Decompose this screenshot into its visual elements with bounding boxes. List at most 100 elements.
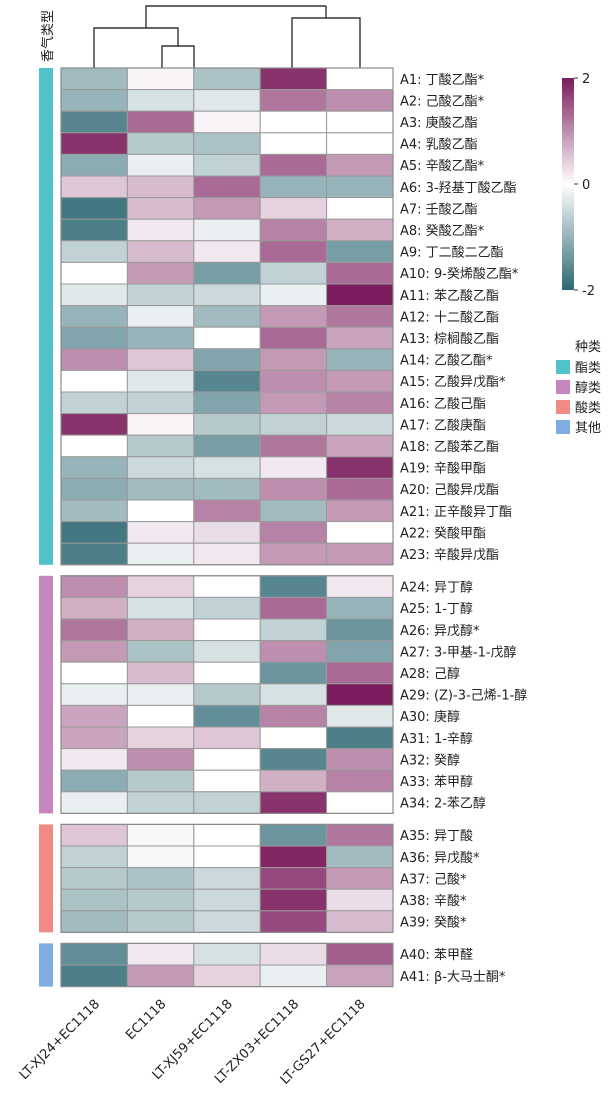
heatmap-cell [126, 197, 195, 220]
colorbar-tick-label: 0 [582, 178, 590, 193]
heatmap-cell [259, 618, 328, 642]
heatmap-cell [126, 791, 195, 814]
heatmap-cell [193, 153, 261, 177]
heatmap-cell [193, 218, 261, 242]
row-label: A19: 辛酸甲酯 [400, 462, 486, 477]
heatmap-cell [326, 499, 394, 523]
heatmap-cell [60, 153, 128, 177]
heatmap-cells [60, 67, 394, 988]
heatmap-cell [60, 942, 128, 966]
heatmap-cell [60, 369, 128, 393]
heatmap-cell [326, 542, 394, 566]
row-label: A35: 异丁酸 [400, 829, 473, 844]
legend-label: 酯类 [575, 361, 601, 376]
heatmap-cell [259, 110, 328, 134]
heatmap-cell [259, 748, 328, 771]
heatmap-cell [326, 369, 394, 393]
heatmap-cell [326, 845, 394, 869]
heatmap-cell [326, 110, 394, 134]
heatmap-cell [126, 283, 195, 307]
heatmap-cell [126, 640, 195, 663]
heatmap-cell [259, 661, 328, 685]
heatmap-cell [60, 683, 128, 706]
row-label: A15: 乙酸异戊酯* [400, 375, 506, 390]
heatmap-cell [60, 261, 128, 285]
heatmap-cell [193, 283, 261, 307]
heatmap-cell [193, 456, 261, 479]
heatmap-cell [193, 769, 261, 793]
heatmap-cell [126, 153, 195, 177]
heatmap-cell [126, 769, 195, 793]
heatmap-cell [126, 542, 195, 566]
row-label: A6: 3-羟基丁酸乙酯 [400, 181, 517, 196]
heatmap-cell [326, 391, 394, 415]
heatmap-cell [193, 132, 261, 155]
heatmap-cell [259, 845, 328, 869]
heatmap-cell [60, 769, 128, 793]
heatmap-cell [193, 596, 261, 620]
colorbar [562, 78, 574, 290]
heatmap-cell [60, 477, 128, 501]
group-block-border [60, 575, 394, 814]
heatmap-cell [259, 89, 328, 112]
row-label: A38: 辛酸* [400, 894, 467, 909]
heatmap-cell [193, 67, 261, 91]
heatmap-cell [60, 218, 128, 242]
heatmap-cell [60, 521, 128, 544]
row-labels: A1: 丁酸乙酯* A2: 己酸乙酯* A3: 庚酸乙酯 A4: 乳酸乙酯 A5: 辛酸… [400, 73, 527, 985]
heatmap-cell [326, 726, 394, 750]
heatmap-cell [193, 888, 261, 912]
heatmap-cell [193, 391, 261, 415]
heatmap-cell [326, 704, 394, 728]
group-bar-4 [39, 943, 53, 987]
heatmap-cell [259, 132, 328, 155]
heatmap-cell [126, 413, 195, 436]
row-label: A13: 棕榈酸乙酯 [400, 332, 499, 347]
heatmap-cell [60, 197, 128, 220]
heatmap-cell [60, 596, 128, 620]
heatmap-cell [126, 89, 195, 112]
row-label: A3: 庚酸乙酯 [400, 115, 478, 131]
heatmap-cell [259, 942, 328, 966]
row-label: A17: 乙酸庚酯 [400, 417, 486, 433]
heatmap-cell [126, 942, 195, 966]
heatmap-cell [126, 823, 195, 847]
heatmap-cell [126, 132, 195, 155]
heatmap-cell [193, 748, 261, 771]
heatmap-cell [193, 845, 261, 869]
colorbar-tick-label: -2 [582, 284, 595, 299]
row-label: A37: 己酸* [400, 872, 467, 887]
heatmap-cell [259, 542, 328, 566]
heatmap-cell [126, 521, 195, 544]
row-label: A16: 乙酸己酯 [400, 397, 486, 412]
heatmap-cell [326, 942, 394, 966]
heatmap-cell [259, 477, 328, 501]
heatmap-cell [326, 132, 394, 155]
heatmap-cell [326, 867, 394, 890]
row-label: A25: 1-丁醇 [400, 601, 473, 617]
heatmap-cell [193, 823, 261, 847]
row-label: A8: 癸酸乙酯* [400, 224, 485, 239]
heatmap-cell [60, 89, 128, 112]
heatmap-cell [326, 618, 394, 642]
heatmap-cell [60, 132, 128, 155]
heatmap-cell [326, 477, 394, 501]
row-label: A7: 壬酸乙酯 [400, 202, 478, 217]
heatmap-cell [193, 261, 261, 285]
row-label: A22: 癸酸甲酯 [400, 526, 486, 541]
row-label: A11: 苯乙酸乙酯 [400, 289, 499, 304]
heatmap-cell [126, 726, 195, 750]
heatmap-cell [60, 888, 128, 912]
heatmap-cell [60, 910, 128, 933]
heatmap-cell [126, 218, 195, 242]
heatmap-cell [259, 240, 328, 263]
legend-swatch [556, 420, 570, 434]
heatmap-cell [60, 305, 128, 328]
row-label: A28: 己醇 [400, 666, 460, 682]
column-labels: LT-XJ24+EC1118 EC1118LT-XJ59+EC1118LT-ZX0… [17, 997, 369, 1088]
row-label: A20: 己酸异戊酯 [400, 483, 499, 498]
heatmap-cell [126, 845, 195, 869]
row-label: A32: 癸醇 [400, 752, 460, 768]
heatmap-cell [326, 910, 394, 933]
